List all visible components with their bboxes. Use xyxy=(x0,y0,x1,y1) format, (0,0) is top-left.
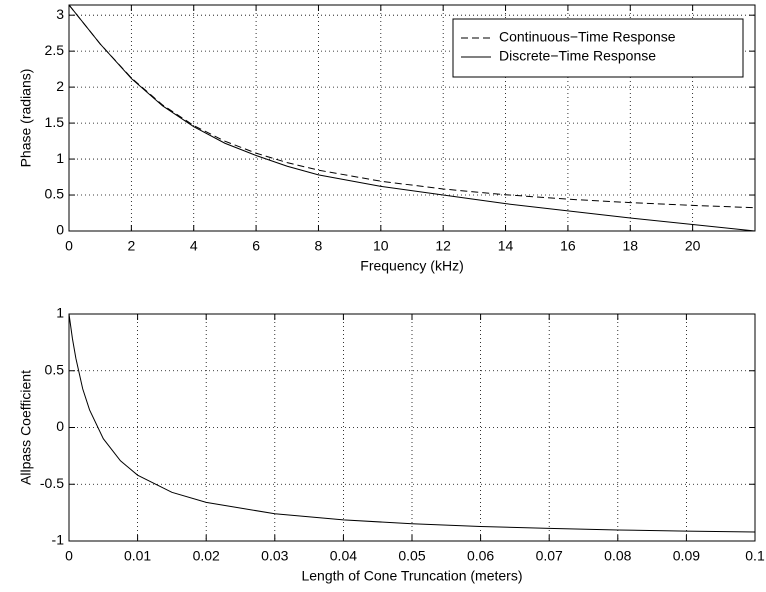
x-tick-label: 0.09 xyxy=(673,548,700,564)
plot-area xyxy=(69,314,755,541)
series-line xyxy=(68,4,756,209)
y-tick-label: -0.5 xyxy=(40,475,64,491)
x-axis-label: Length of Cone Truncation (meters) xyxy=(301,568,522,584)
y-tick-label: 3 xyxy=(56,6,64,22)
x-tick-label: 12 xyxy=(435,238,451,254)
x-tick-label: 20 xyxy=(685,238,701,254)
series-line xyxy=(68,313,756,533)
y-axis-label: Allpass Coefficient xyxy=(18,370,34,485)
y-tick-label: 0.5 xyxy=(45,361,65,377)
x-tick-label: 14 xyxy=(498,238,514,254)
x-tick-label: 18 xyxy=(622,238,638,254)
y-tick-label: -1 xyxy=(52,532,65,548)
x-tick-label: 0.1 xyxy=(745,548,765,564)
x-tick-label: 4 xyxy=(190,238,198,254)
y-tick-label: 0 xyxy=(56,418,64,434)
x-tick-label: 16 xyxy=(560,238,576,254)
axes-box xyxy=(68,4,756,232)
y-tick-label: 1 xyxy=(56,305,64,321)
series-line xyxy=(68,4,756,232)
x-tick-label: 6 xyxy=(252,238,260,254)
x-tick-label: 0 xyxy=(65,548,73,564)
axes-box xyxy=(68,313,756,542)
legend-label: Discrete−Time Response xyxy=(499,48,656,64)
y-tick-label: 0.5 xyxy=(45,186,65,202)
x-tick-label: 2 xyxy=(127,238,135,254)
x-tick-label: 0.03 xyxy=(261,548,288,564)
y-axis-label: Phase (radians) xyxy=(18,69,34,168)
x-tick-label: 0.07 xyxy=(536,548,563,564)
legend-label: Continuous−Time Response xyxy=(499,29,676,45)
y-tick-label: 1 xyxy=(56,150,64,166)
x-axis-label: Frequency (kHz) xyxy=(360,258,463,274)
x-tick-label: 0.02 xyxy=(193,548,220,564)
x-tick-label: 0.05 xyxy=(398,548,425,564)
x-tick-label: 10 xyxy=(373,238,389,254)
y-tick-label: 0 xyxy=(56,222,64,238)
legend-box xyxy=(452,18,744,78)
x-tick-label: 0.06 xyxy=(467,548,494,564)
y-tick-label: 2 xyxy=(56,78,64,94)
x-tick-label: 0.08 xyxy=(604,548,631,564)
y-tick-label: 2.5 xyxy=(45,42,65,58)
x-tick-label: 8 xyxy=(315,238,323,254)
x-tick-label: 0 xyxy=(65,238,73,254)
y-tick-label: 1.5 xyxy=(45,114,65,130)
x-tick-label: 0.04 xyxy=(330,548,357,564)
x-tick-label: 0.01 xyxy=(124,548,151,564)
